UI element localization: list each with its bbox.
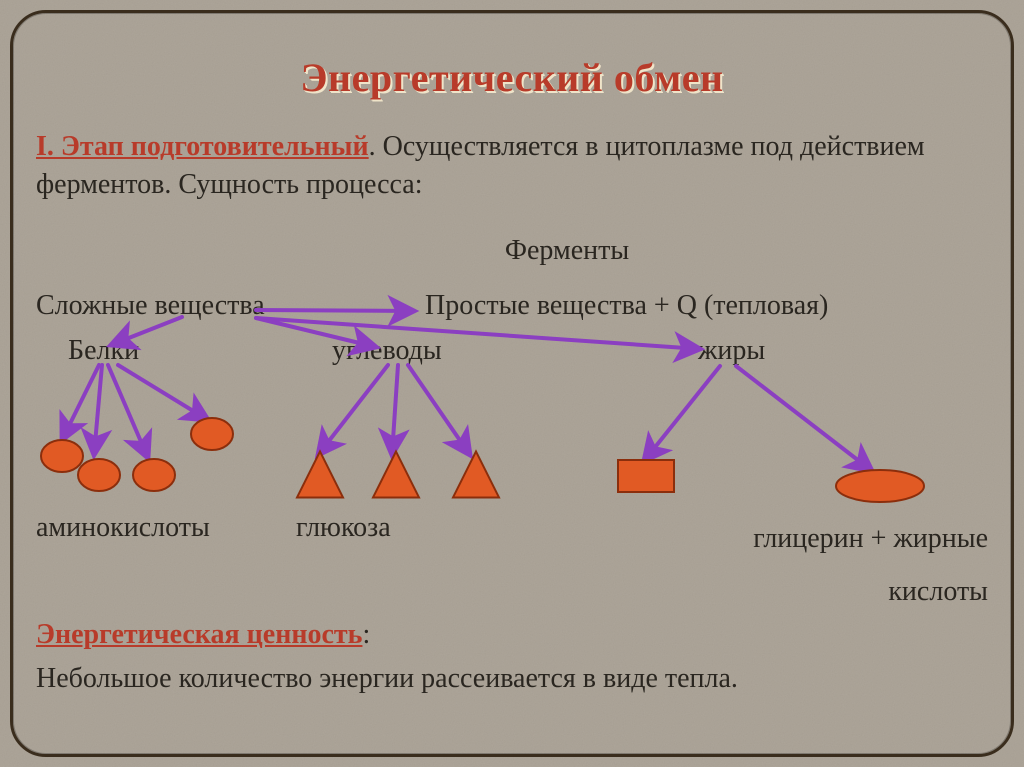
node-complex: Сложные вещества xyxy=(36,290,265,322)
enzymes-label: Ферменты xyxy=(0,232,1024,270)
value-label: Энергетическая ценность xyxy=(36,619,362,650)
result-fat: глицерин + жирные кислоты xyxy=(668,512,988,618)
group-fat: жиры xyxy=(698,335,765,367)
stage-label: I. Этап подготовительный xyxy=(36,131,369,162)
result-carb: глюкоза xyxy=(296,512,391,544)
value-line: Энергетическая ценность: xyxy=(36,616,988,654)
value-rest: : xyxy=(362,619,370,650)
result-protein: аминокислоты xyxy=(36,512,210,544)
node-simple: Простые вещества + Q (тепловая) xyxy=(425,290,828,322)
group-carb: углеводы xyxy=(332,335,442,367)
slide-root: Энергетический обмен I. Этап подготовите… xyxy=(0,0,1024,767)
group-protein: Белки xyxy=(68,335,139,367)
stage-paragraph: I. Этап подготовительный. Осуществляется… xyxy=(36,128,988,204)
slide-title: Энергетический обмен xyxy=(0,54,1024,101)
value-text: Небольшое количество энергии рассеиваетс… xyxy=(36,660,988,698)
